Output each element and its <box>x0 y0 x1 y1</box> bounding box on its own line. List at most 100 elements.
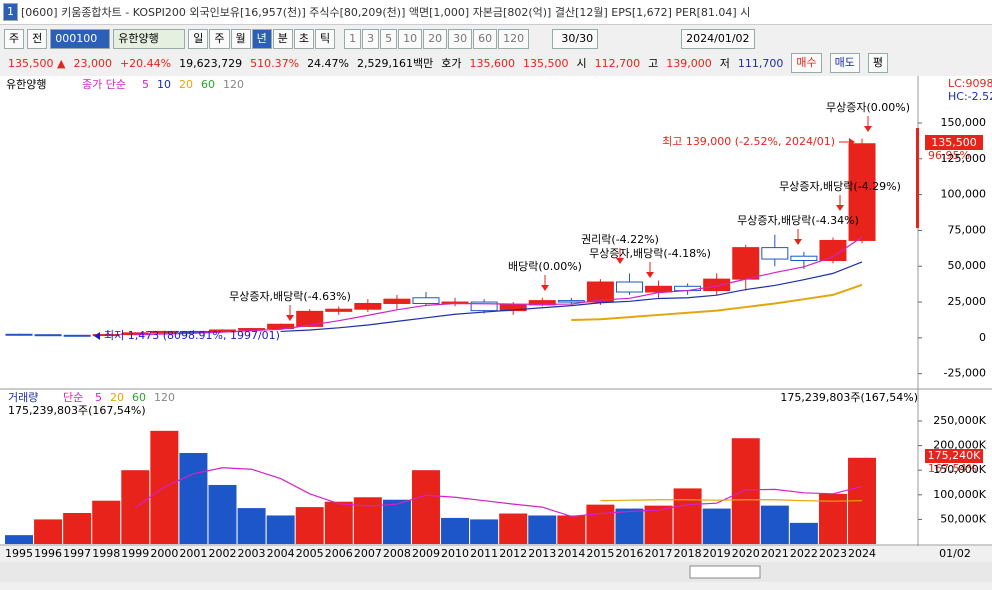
x-tick-label: 2023 <box>819 547 847 560</box>
window-title: [0600] 키움종합차트 - KOSPI200 외국인보유[16,957(천)… <box>21 6 751 19</box>
last-volume-rate: 167,54% <box>928 462 977 475</box>
period-button[interactable]: 분 <box>272 29 293 49</box>
legend-label: 단순 <box>63 391 83 404</box>
legend-entry: 60 <box>201 78 215 91</box>
open: 112,700 <box>594 56 641 70</box>
x-tick-label: 2009 <box>412 547 440 560</box>
x-tick-label: 1999 <box>121 547 149 560</box>
period-button[interactable]: 주 <box>209 29 230 49</box>
annotation-arrow <box>616 258 624 264</box>
x-tick-label: 2021 <box>761 547 789 560</box>
volume-summary: 175,239,803주(167,54%) <box>8 404 146 417</box>
count-input[interactable]: 30/30 <box>552 29 599 49</box>
window-number: 1 <box>3 3 18 21</box>
interval-button[interactable]: 10 <box>398 29 423 49</box>
y-tick-label: -25,000 <box>944 367 986 380</box>
legend-entry: 20 <box>110 391 124 404</box>
moving-average <box>135 236 863 336</box>
interval-button[interactable]: 3 <box>362 29 380 49</box>
x-tick-label: 1997 <box>63 547 91 560</box>
x-last-label: 01/02 <box>939 547 971 560</box>
candle-body <box>674 285 702 292</box>
x-tick-label: 2014 <box>557 547 585 560</box>
annotation-arrow <box>849 138 855 146</box>
annotation-arrow <box>541 285 549 291</box>
annotation: 최고 139,000 (-2.52%, 2024/01) <box>662 135 835 148</box>
y-tick-label: 100,000 <box>941 188 987 201</box>
turnover: 24.47% <box>307 56 350 70</box>
moving-average <box>280 261 863 333</box>
current-marker <box>916 128 919 228</box>
scrollbar[interactable] <box>0 562 992 582</box>
x-tick-label: 2020 <box>732 547 760 560</box>
stock-legend: 유한양행 <box>6 78 46 91</box>
buy-button[interactable]: 매수 <box>791 53 822 73</box>
quote-row: 135,500 ▲ 23,000 +20.44% 19,623,729 510.… <box>0 52 992 74</box>
date-input[interactable]: 2024/01/02 <box>681 29 755 49</box>
market-select[interactable]: 주 <box>4 29 25 49</box>
legend-entry: 10 <box>157 78 171 91</box>
interval-button[interactable]: 60 <box>473 29 498 49</box>
volume-bar <box>63 513 92 544</box>
x-tick-label: 2013 <box>528 547 556 560</box>
interval-button[interactable]: 5 <box>380 29 398 49</box>
x-tick-label: 2019 <box>703 547 731 560</box>
y-tick-label: 250,000K <box>933 414 986 427</box>
stock-name[interactable]: 유한양행 <box>113 29 186 49</box>
x-tick-label: 1996 <box>34 547 62 560</box>
period-button[interactable]: 틱 <box>315 29 336 49</box>
last-volume-box <box>925 449 983 463</box>
volume-bar <box>528 515 557 544</box>
volume-bar <box>760 505 789 544</box>
legend-entry: 120 <box>154 391 175 404</box>
candle-body <box>412 297 440 304</box>
period-button[interactable]: 월 <box>230 29 251 49</box>
x-tick-label: 2024 <box>848 547 876 560</box>
avg-button[interactable]: 평 <box>867 53 888 73</box>
lc-label: LC:9098.91 <box>948 77 992 90</box>
y-tick-label: 150,000 <box>941 116 987 129</box>
volume-bar <box>34 519 63 544</box>
last-price: 135,500 <box>931 136 977 149</box>
volume-bar <box>266 515 295 544</box>
interval-button[interactable]: 120 <box>498 29 530 49</box>
annotation: 무상증자,배당락(-4.18%) <box>589 247 711 260</box>
period-button[interactable]: 일 <box>188 29 209 49</box>
x-tick-label: 2017 <box>645 547 673 560</box>
volume-bar <box>673 488 702 544</box>
volume-bar <box>237 508 266 544</box>
legend-entry: 5 <box>142 78 149 91</box>
volume-bar <box>441 517 470 544</box>
volume-bar <box>411 470 440 544</box>
last-rate: 96.95% <box>928 149 970 162</box>
period-button[interactable]: 초 <box>293 29 314 49</box>
y-tick-label: 150,000K <box>933 463 986 476</box>
interval-button[interactable]: 1 <box>344 29 362 49</box>
annotation-arrow <box>836 205 844 211</box>
candle-body <box>470 301 498 312</box>
code-input[interactable]: 000100 <box>50 29 111 49</box>
volume-bar <box>353 497 382 544</box>
scope-button[interactable]: 전 <box>27 29 48 49</box>
candle-body <box>267 323 295 330</box>
y-tick-label: 75,000 <box>948 223 987 236</box>
candle-body <box>354 302 382 310</box>
volume-bar <box>731 438 760 544</box>
y-tick-label: 125,000 <box>941 152 987 165</box>
period-button[interactable]: 년 <box>251 29 272 49</box>
legend-entry: 20 <box>179 78 193 91</box>
sell-button[interactable]: 매도 <box>829 53 860 73</box>
x-tick-label: 2002 <box>208 547 236 560</box>
x-tick-label: 1995 <box>5 547 33 560</box>
interval-button[interactable]: 20 <box>423 29 448 49</box>
scroll-thumb[interactable] <box>689 565 761 579</box>
candle-body <box>732 247 760 280</box>
volume-bar <box>179 452 208 544</box>
interval-button[interactable]: 30 <box>448 29 473 49</box>
x-tick-label: 2022 <box>790 547 818 560</box>
volume: 19,623,729 <box>179 56 243 70</box>
x-tick-label: 2011 <box>470 547 498 560</box>
moving-average <box>571 283 863 321</box>
